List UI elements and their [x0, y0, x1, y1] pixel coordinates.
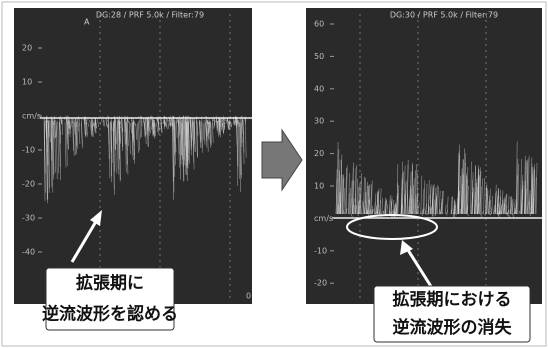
- caption-line: 逆流波形の消失: [393, 317, 513, 338]
- panel-header: DG:30 / PRF 5.0k / Filter:79: [390, 11, 498, 20]
- scale-label: -30: [22, 214, 35, 223]
- scale-label: 30: [314, 117, 324, 126]
- figure: DG:28 / PRF 5.0k / Filter:79A02010cm/s-1…: [0, 0, 548, 348]
- caption-line: 拡張期に: [76, 273, 144, 294]
- scale-label: -10: [314, 246, 327, 255]
- scale-label: 20: [22, 44, 32, 53]
- caption-line: 拡張期における: [393, 289, 512, 310]
- scale-label: 10: [22, 78, 32, 87]
- scale-label: -20: [22, 180, 35, 189]
- scale-label: 60: [314, 20, 324, 29]
- scale-label: 10: [314, 182, 324, 191]
- scale-label: 50: [314, 52, 324, 61]
- scale-label: 20: [314, 149, 324, 158]
- caption-line: 逆流波形を認める: [42, 304, 178, 325]
- panel-header: DG:28 / PRF 5.0k / Filter:79: [96, 11, 204, 20]
- right-panel: [306, 8, 542, 304]
- scale-label: -40: [22, 248, 35, 257]
- scale-label: 40: [314, 84, 324, 93]
- scale-label: -10: [22, 146, 35, 155]
- scale-label: -20: [314, 279, 327, 288]
- panel-marker: A: [84, 18, 90, 27]
- corner-label: 0: [246, 292, 251, 301]
